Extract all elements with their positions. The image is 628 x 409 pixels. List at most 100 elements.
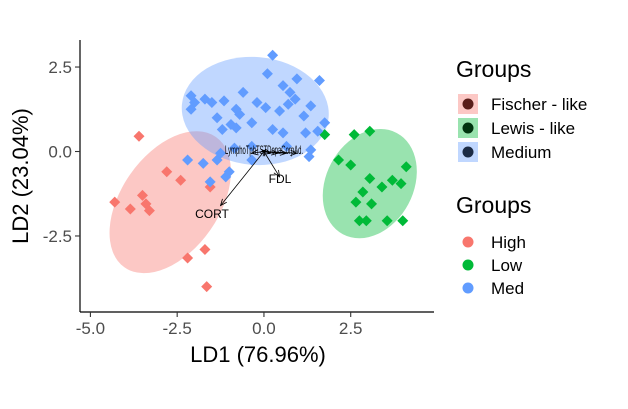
arrow-label-fdl: FDL [269, 172, 292, 186]
point-med-19 [260, 102, 272, 114]
x-tick-label: 0.0 [252, 319, 276, 338]
data-points [109, 49, 412, 293]
point-high-4 [143, 205, 155, 217]
point-med-16 [185, 103, 197, 115]
legend-label-med: Med [491, 279, 524, 298]
point-med-20 [274, 105, 286, 117]
point-med-15 [305, 100, 317, 112]
point-high-2 [136, 189, 148, 201]
point-low-15 [397, 215, 409, 227]
point-high-6 [124, 203, 136, 215]
y-tick-label: 0.0 [48, 143, 72, 162]
point-med-3 [313, 75, 325, 87]
legend-point-groups: High Low Med [462, 233, 526, 298]
point-low-9 [395, 178, 407, 190]
legend-point-title: Groups [456, 192, 531, 218]
point-low-0 [348, 129, 360, 141]
arrow-lympho [251, 151, 264, 154]
ellipse-medium [181, 56, 329, 166]
point-med-30 [225, 118, 237, 130]
arrowhead-ad [290, 149, 298, 156]
legend-point-low [462, 259, 474, 271]
point-med-21 [298, 110, 310, 122]
arrowhead-fdl [273, 169, 281, 178]
y-tick-label: -2.5 [43, 227, 72, 246]
point-low-2 [333, 154, 345, 166]
y-axis-title: LD2 (23.04%) [8, 108, 33, 244]
legend-key-dot-lewis-like [462, 122, 474, 134]
point-low-14 [381, 215, 393, 227]
point-low-4 [364, 173, 376, 185]
point-low-5 [400, 161, 412, 173]
x-tick-label: -2.5 [163, 319, 192, 338]
point-high-9 [182, 252, 194, 264]
point-low-3 [345, 159, 357, 171]
point-low-1 [364, 125, 376, 137]
point-med-29 [216, 124, 228, 136]
point-low-8 [376, 181, 388, 193]
point-high-5 [109, 196, 121, 208]
point-high-8 [199, 243, 211, 255]
point-low-12 [353, 215, 365, 227]
point-med-28 [312, 125, 324, 137]
legend-fill-groups: Fischer - like Lewis - like Medium [458, 94, 587, 162]
legend-point-med [462, 282, 474, 294]
point-med-11 [277, 80, 289, 92]
legend-label-fischer-like: Fischer - like [491, 95, 587, 114]
x-axis-ticks: -5.0 -2.5 0.0 2.5 [76, 312, 363, 338]
point-med-7 [206, 97, 218, 109]
arrowhead-dopa [270, 149, 279, 156]
point-med-26 [277, 127, 289, 139]
point-med-0 [267, 49, 279, 61]
loading-arrows [219, 148, 298, 207]
point-med-17 [211, 112, 223, 124]
point-med-24 [246, 117, 258, 129]
arrow-ad [263, 151, 297, 154]
legend-point-high [462, 236, 474, 248]
arrow-label-cort: CORT [195, 207, 229, 221]
point-low-13 [360, 215, 372, 227]
point-low-6 [386, 174, 398, 186]
point-med-31 [281, 140, 292, 152]
legend-key-dot-medium [462, 146, 474, 158]
legend-label-low: Low [491, 256, 523, 275]
point-med-25 [267, 124, 279, 136]
point-med-38 [182, 154, 194, 166]
arrowhead-lympho [250, 149, 259, 156]
point-med-9 [237, 86, 249, 98]
point-high-1 [161, 166, 173, 178]
point-low-10 [350, 196, 362, 208]
point-med-27 [300, 127, 312, 139]
legend-key-dot-fischer-like [462, 98, 474, 110]
point-high-0 [133, 130, 145, 142]
y-tick-label: 2.5 [48, 58, 72, 77]
confidence-ellipses [109, 56, 417, 274]
arrowhead-tst [263, 148, 272, 155]
point-med-13 [289, 93, 301, 105]
point-med-33 [305, 144, 317, 156]
point-med-1 [261, 68, 273, 80]
point-med-10 [251, 97, 263, 109]
point-med-14 [282, 98, 294, 110]
x-tick-label: -5.0 [76, 319, 105, 338]
ellipse-fischer-like [109, 131, 231, 274]
point-med-2 [291, 73, 303, 85]
arrowhead-cort [219, 198, 227, 207]
arrow-fdl [263, 151, 280, 178]
point-low-7 [357, 186, 369, 198]
point-med-37 [246, 154, 258, 166]
legend-label-high: High [491, 233, 526, 252]
point-med-8 [218, 95, 230, 107]
arrowhead-corp [279, 149, 288, 156]
point-high-7 [175, 174, 187, 186]
x-tick-label: 2.5 [339, 319, 363, 338]
point-med-34 [197, 157, 209, 169]
point-med-43 [234, 108, 246, 120]
point-med-12 [284, 86, 296, 98]
legend-label-lewis-like: Lewis - like [491, 119, 575, 138]
arrow-label-overlap: Lymp‌h‌oTphTSTDopaCorpAd. [225, 143, 303, 157]
point-med-42 [220, 171, 232, 183]
point-low-11 [366, 198, 378, 210]
point-med-22 [319, 117, 331, 129]
point-med-41 [204, 176, 216, 188]
